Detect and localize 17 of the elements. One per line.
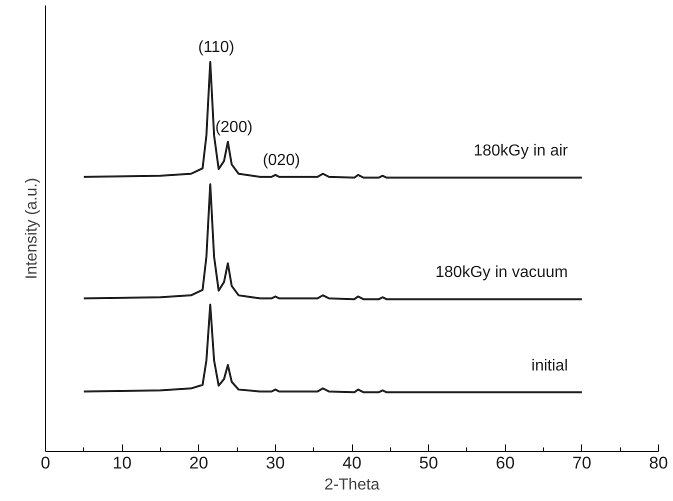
x-tick-label: 80 xyxy=(649,454,668,472)
annotation: (110) xyxy=(198,38,234,56)
annotation: (200) xyxy=(215,118,253,136)
series-label: 180kGy in vacuum xyxy=(435,264,568,282)
x-tick-label: 50 xyxy=(419,454,438,472)
annotation: (020) xyxy=(262,152,300,169)
series-label: initial xyxy=(531,357,568,374)
x-tick-label: 60 xyxy=(496,454,515,472)
series-label: 180kGy in air xyxy=(474,142,569,160)
x-tick-label: 0 xyxy=(40,454,50,472)
x-tick-label: 30 xyxy=(266,454,285,472)
x-axis-title: 2-Theta xyxy=(324,476,380,494)
x-tick-label: 20 xyxy=(189,454,208,472)
y-axis-title: Intensity (a.u.) xyxy=(24,178,40,280)
x-tick-label: 10 xyxy=(112,454,132,472)
x-tick-label: 40 xyxy=(342,454,362,472)
x-tick-label: 70 xyxy=(572,454,592,472)
